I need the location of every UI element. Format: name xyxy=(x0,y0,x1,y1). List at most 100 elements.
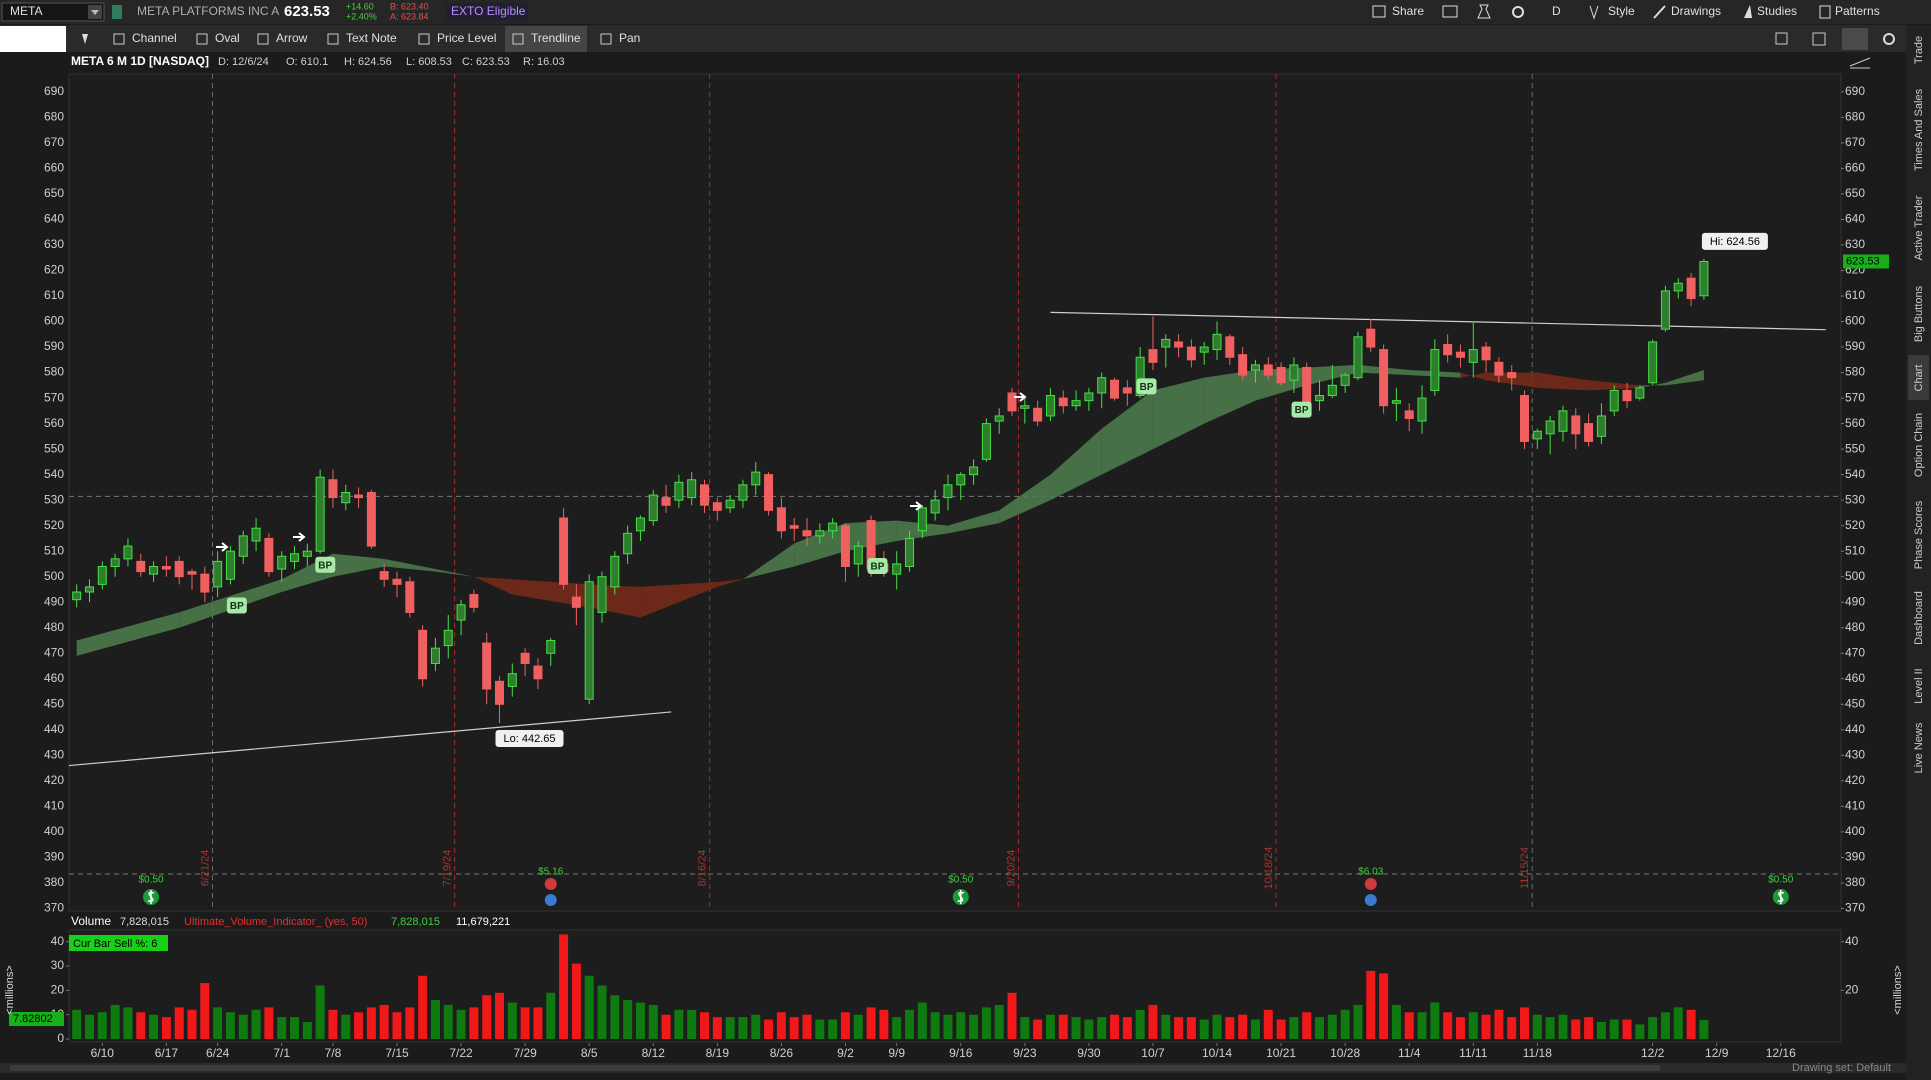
sidebar-tab[interactable]: Option Chain xyxy=(1913,413,1925,477)
tool-button[interactable]: Oval xyxy=(215,31,240,45)
candle-body xyxy=(1007,392,1017,412)
x-tick-label: 6/17 xyxy=(155,1046,179,1060)
sidebar-tab[interactable]: Dashboard xyxy=(1913,591,1925,645)
tool-icon[interactable] xyxy=(113,33,125,45)
ma-cloud xyxy=(1204,370,1256,424)
volume-bar xyxy=(1110,1014,1120,1039)
tool-button[interactable]: Trendline xyxy=(531,31,581,45)
y-tick-label-right: 450 xyxy=(1845,696,1865,710)
bp-marker xyxy=(315,556,336,573)
drawings-button[interactable]: Drawings xyxy=(1671,4,1721,18)
earnings-icon[interactable] xyxy=(544,878,557,890)
sidebar-tab[interactable]: Phase Scores xyxy=(1913,500,1925,569)
candle-body xyxy=(72,591,82,601)
pin-icon[interactable] xyxy=(82,34,88,44)
sidebar-tab[interactable]: Level II xyxy=(1913,668,1925,703)
tool-button[interactable]: Pan xyxy=(619,31,640,45)
candle-body xyxy=(917,507,927,532)
candle-body xyxy=(738,484,748,501)
volume-bar xyxy=(571,963,581,1039)
volume-bar xyxy=(853,1014,863,1039)
candle-body xyxy=(1673,282,1683,292)
volume-bar xyxy=(1007,992,1017,1039)
candle-body xyxy=(430,647,440,664)
tool-icon[interactable] xyxy=(512,33,524,45)
sidebar-tab[interactable]: Chart xyxy=(1913,365,1925,392)
price-tag xyxy=(1843,254,1889,269)
tool-button[interactable]: Channel xyxy=(132,31,177,45)
earnings-info-icon[interactable] xyxy=(1364,894,1377,906)
sidebar-tab[interactable]: Trade xyxy=(1913,36,1925,64)
volume-bar xyxy=(661,1014,671,1039)
x-tick-label: 9/30 xyxy=(1077,1046,1101,1060)
tool-icon[interactable] xyxy=(600,33,612,45)
ma-cloud xyxy=(512,579,590,608)
dividend-label: $0.50 xyxy=(1768,875,1793,886)
scroll-thumb[interactable] xyxy=(10,1065,1660,1071)
candle-body xyxy=(123,545,133,560)
candle-body xyxy=(1225,336,1235,358)
sidebar-tab[interactable]: Live News xyxy=(1913,722,1925,773)
volume-bar xyxy=(174,1007,184,1039)
candle-body xyxy=(892,563,902,575)
volume-bar xyxy=(1430,1002,1440,1039)
volume-bar xyxy=(1481,1014,1491,1039)
candle-body xyxy=(981,423,991,460)
patterns-button[interactable]: Patterns xyxy=(1835,4,1880,18)
y-tick-label: 500 xyxy=(44,569,64,583)
candle-body xyxy=(1481,346,1491,361)
grid-icon[interactable] xyxy=(1442,5,1458,18)
tool-button[interactable]: Text Note xyxy=(346,31,397,45)
studies-button[interactable]: Studies xyxy=(1757,4,1797,18)
volume-bar xyxy=(1148,1004,1158,1039)
share-button[interactable]: Share xyxy=(1392,4,1424,18)
volume-bar xyxy=(1174,1017,1184,1039)
link-icon[interactable] xyxy=(112,5,122,19)
earnings-info-icon[interactable] xyxy=(544,894,557,906)
symbol-box[interactable] xyxy=(1,2,105,22)
layout-grid[interactable] xyxy=(1812,32,1826,46)
candle-body xyxy=(520,652,530,664)
tool-icon[interactable] xyxy=(196,33,208,45)
volume-bar xyxy=(789,1017,799,1039)
volume-bar xyxy=(738,1017,748,1039)
volume-bar xyxy=(200,983,210,1039)
volume-bar xyxy=(495,992,505,1039)
style-button[interactable]: Style xyxy=(1608,4,1635,18)
tool-icon[interactable] xyxy=(257,33,269,45)
x-tick-label: 6/24 xyxy=(206,1046,230,1060)
chart-settings[interactable] xyxy=(1883,33,1895,45)
tool-icon[interactable] xyxy=(327,33,339,45)
candle-body xyxy=(1199,346,1209,353)
y-tick-label: 560 xyxy=(44,416,64,430)
candle-body xyxy=(725,499,735,509)
candle-body xyxy=(840,525,850,568)
tool-button[interactable]: Price Level xyxy=(437,31,496,45)
expiration-label: 11/15/24 xyxy=(1519,847,1531,889)
volume-bar xyxy=(674,1009,684,1039)
y-tick-label-right: 670 xyxy=(1845,135,1865,149)
tool-icon[interactable] xyxy=(418,33,430,45)
share-icon[interactable] xyxy=(1372,5,1386,18)
symbol[interactable]: META xyxy=(10,4,42,18)
volume-bar xyxy=(1045,1014,1055,1039)
candle-body xyxy=(687,479,697,499)
layout-single[interactable] xyxy=(1775,32,1788,45)
flask-icon[interactable] xyxy=(1477,4,1491,19)
x-tick-label: 8/5 xyxy=(581,1046,598,1060)
settings-icon[interactable] xyxy=(1512,6,1524,18)
volume-bar xyxy=(1648,1017,1658,1039)
sidebar-tab[interactable]: Big Buttons xyxy=(1913,285,1925,342)
volume-bar xyxy=(1263,1009,1273,1039)
earnings-icon[interactable] xyxy=(1364,878,1377,890)
candle-body xyxy=(1033,407,1043,422)
candle-body xyxy=(789,525,799,529)
layout-active[interactable] xyxy=(1842,28,1868,50)
period-button[interactable]: D xyxy=(1552,4,1561,18)
y-tick-label: 600 xyxy=(44,314,64,328)
volume-bar xyxy=(1327,1014,1337,1039)
y-tick-label: 410 xyxy=(44,799,64,813)
sidebar-tab[interactable]: Active Trader xyxy=(1913,195,1925,260)
sidebar-tab[interactable]: Times And Sales xyxy=(1913,88,1925,171)
tool-button[interactable]: Arrow xyxy=(276,31,308,45)
